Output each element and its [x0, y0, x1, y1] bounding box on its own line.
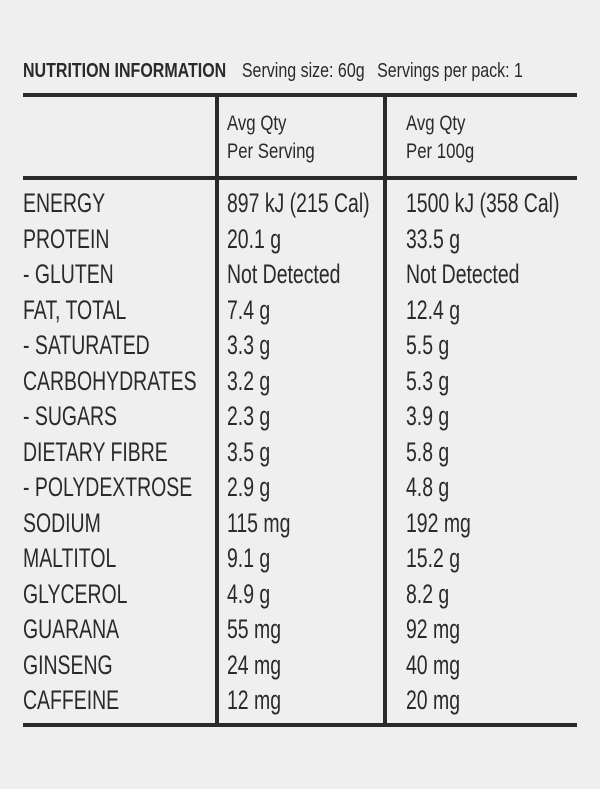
- table-row: CAFFEINE 12 mg 20 mg: [23, 683, 577, 719]
- header-rule: [23, 176, 577, 180]
- table-row: GLYCEROL 4.9 g 8.2 g: [23, 577, 577, 613]
- value-per-serving: 9.1 g: [227, 543, 271, 573]
- value-per-100g: 20 mg: [406, 685, 461, 715]
- value-per-100g: 3.9 g: [406, 401, 450, 431]
- nutrition-panel: NUTRITION INFORMATION Serving size: 60g …: [23, 0, 577, 789]
- nutrient-name: - POLYDEXTROSE: [23, 472, 193, 502]
- value-per-serving: 2.9 g: [227, 472, 271, 502]
- value-per-100g: 15.2 g: [406, 543, 461, 573]
- value-per-100g: 192 mg: [406, 507, 471, 538]
- value-per-100g: 33.5 g: [406, 223, 461, 254]
- value-per-100g: 5.3 g: [406, 365, 450, 396]
- nutrient-name: CARBOHYDRATES: [23, 365, 197, 396]
- value-per-100g: 92 mg: [406, 614, 461, 644]
- table-row: ENERGY 897 kJ (215 Cal) 1500 kJ (358 Cal): [23, 186, 577, 222]
- column-header-line: Per Serving: [227, 140, 315, 163]
- nutrient-name: GINSENG: [23, 649, 113, 680]
- value-per-serving: 24 mg: [227, 649, 282, 680]
- nutrient-name: - GLUTEN: [23, 259, 114, 289]
- value-per-serving: 55 mg: [227, 614, 282, 644]
- panel-title: NUTRITION INFORMATION: [23, 60, 227, 82]
- nutrient-rows: ENERGY 897 kJ (215 Cal) 1500 kJ (358 Cal) P…: [23, 186, 577, 719]
- value-per-serving: 3.3 g: [227, 330, 271, 360]
- table-row: GUARANA 55 mg 92 mg: [23, 612, 577, 648]
- table-row: SODIUM 115 mg 192 mg: [23, 506, 577, 542]
- value-per-100g: Not Detected: [406, 259, 520, 289]
- value-per-100g: 8.2 g: [406, 578, 450, 609]
- value-per-serving: 2.3 g: [227, 401, 271, 431]
- column-header-line: Avg Qty: [406, 112, 466, 135]
- column-header-per-serving: Avg Qty Per Serving: [227, 110, 315, 166]
- servings-per-pack: Servings per pack: 1: [377, 60, 523, 82]
- nutrient-name: CAFFEINE: [23, 685, 120, 715]
- table-row: MALTITOL 9.1 g 15.2 g: [23, 541, 577, 577]
- value-per-serving: Not Detected: [227, 259, 341, 289]
- value-per-serving: 897 kJ (215 Cal): [227, 188, 370, 218]
- title-row: NUTRITION INFORMATION Serving size: 60g …: [23, 56, 523, 86]
- top-rule: [23, 93, 577, 97]
- value-per-100g: 1500 kJ (358 Cal): [406, 188, 560, 218]
- value-per-100g: 12.4 g: [406, 294, 461, 325]
- serving-size: Serving size: 60g: [241, 60, 365, 82]
- table-row: - POLYDEXTROSE 2.9 g 4.8 g: [23, 470, 577, 506]
- nutrient-name: PROTEIN: [23, 223, 110, 254]
- table-row: CARBOHYDRATES 3.2 g 5.3 g: [23, 364, 577, 400]
- value-per-100g: 4.8 g: [406, 472, 450, 502]
- value-per-serving: 3.5 g: [227, 436, 271, 467]
- table-row: DIETARY FIBRE 3.5 g 5.8 g: [23, 435, 577, 471]
- table-row: GINSENG 24 mg 40 mg: [23, 648, 577, 684]
- column-header-per-100g: Avg Qty Per 100g: [406, 110, 474, 166]
- table-row: - SUGARS 2.3 g 3.9 g: [23, 399, 577, 435]
- table-row: - GLUTEN Not Detected Not Detected: [23, 257, 577, 293]
- nutrient-name: - SUGARS: [23, 401, 117, 431]
- value-per-serving: 3.2 g: [227, 365, 271, 396]
- nutrient-name: ENERGY: [23, 188, 106, 218]
- value-per-100g: 40 mg: [406, 649, 461, 680]
- bottom-rule: [23, 723, 577, 727]
- table-row: FAT, TOTAL 7.4 g 12.4 g: [23, 293, 577, 329]
- column-divider-2: [383, 93, 387, 727]
- nutrient-name: SODIUM: [23, 507, 101, 538]
- nutrient-name: FAT, TOTAL: [23, 294, 127, 325]
- table-row: - SATURATED 3.3 g 5.5 g: [23, 328, 577, 364]
- value-per-serving: 4.9 g: [227, 578, 271, 609]
- value-per-100g: 5.8 g: [406, 436, 450, 467]
- value-per-serving: 12 mg: [227, 685, 282, 715]
- value-per-serving: 115 mg: [227, 507, 291, 538]
- nutrient-name: MALTITOL: [23, 543, 117, 573]
- value-per-serving: 20.1 g: [227, 223, 282, 254]
- value-per-serving: 7.4 g: [227, 294, 271, 325]
- nutrient-name: GUARANA: [23, 614, 120, 644]
- table-row: PROTEIN 20.1 g 33.5 g: [23, 222, 577, 258]
- nutrient-name: GLYCEROL: [23, 578, 128, 609]
- column-divider-1: [215, 93, 219, 727]
- nutrient-name: - SATURATED: [23, 330, 150, 360]
- column-header-line: Avg Qty: [227, 112, 287, 135]
- value-per-100g: 5.5 g: [406, 330, 450, 360]
- column-header-line: Per 100g: [406, 140, 475, 163]
- nutrient-name: DIETARY FIBRE: [23, 436, 168, 467]
